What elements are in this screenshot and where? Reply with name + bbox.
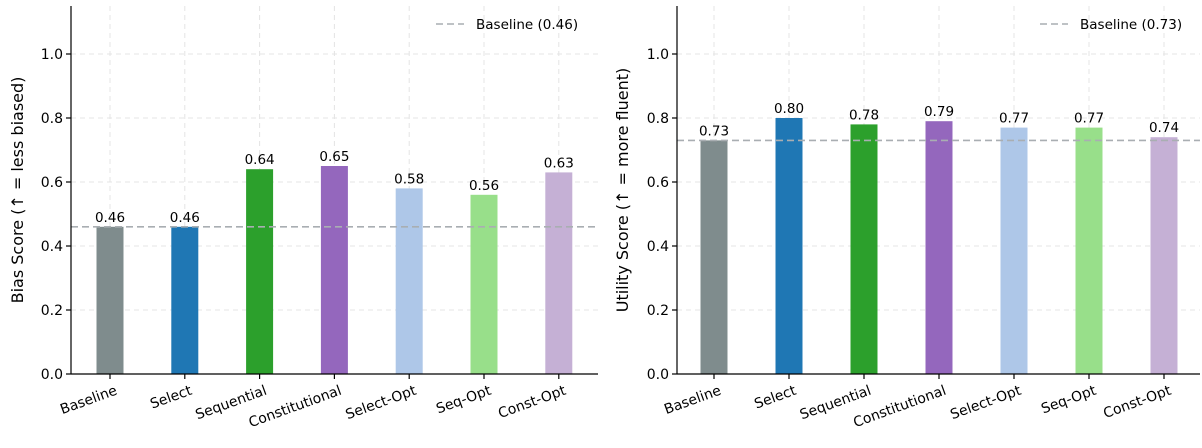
y-tick-label: 1.0	[647, 47, 669, 63]
legend-baseline-label: Baseline (0.73)	[1080, 17, 1182, 33]
x-tick-label: Seq-Opt	[434, 383, 494, 418]
legend-baseline-label: Baseline (0.46)	[476, 17, 578, 33]
bar-baseline	[96, 226, 124, 374]
y-tick-label: 0.0	[647, 367, 669, 383]
bar-baseline	[700, 140, 728, 374]
y-tick-label: 0.6	[41, 175, 63, 191]
bar-select-opt	[395, 188, 423, 374]
y-axis-title: Bias Score (↑ = less biased)	[8, 77, 27, 304]
bar-constitutional	[320, 166, 348, 374]
y-axis-title: Utility Score (↑ = more fluent)	[613, 68, 632, 313]
bar-value-label: 0.77	[1074, 111, 1104, 127]
bar-value-label: 0.46	[95, 210, 125, 226]
y-tick-label: 0.8	[41, 111, 63, 127]
bar-sequential	[246, 169, 274, 374]
bar-value-label: 0.64	[245, 152, 275, 168]
bar-value-label: 0.80	[774, 101, 804, 117]
bar-value-label: 0.79	[924, 104, 954, 120]
bar-value-label: 0.78	[849, 107, 879, 123]
y-tick-label: 0.8	[647, 111, 669, 127]
x-tick-label: Select	[752, 383, 799, 413]
bar-seq-opt	[1075, 127, 1103, 374]
y-tick-label: 0.4	[647, 239, 669, 255]
bar-constitutional	[925, 121, 953, 374]
y-tick-label: 0.4	[41, 239, 63, 255]
bar-value-label: 0.58	[394, 171, 424, 187]
bias-score-chart: 0.46 0.46 0.64 0.65 0.58 0.56 0.63 0.0 0.2 0.4 0.6…	[8, 6, 598, 431]
x-tick-label: Select	[148, 383, 195, 413]
y-tick-label: 0.0	[41, 367, 63, 383]
bar-select-opt	[1000, 127, 1028, 374]
bar-const-opt	[545, 172, 573, 374]
x-tick-label: Baseline	[58, 383, 119, 418]
bar-value-label: 0.77	[999, 111, 1029, 127]
bar-value-label: 0.74	[1149, 120, 1179, 136]
bar-value-label: 0.56	[469, 178, 499, 194]
bar-value-label: 0.65	[319, 149, 349, 165]
bar-const-opt	[1150, 137, 1178, 374]
bar-seq-opt	[470, 194, 498, 374]
x-tick-label: Baseline	[662, 383, 723, 418]
utility-score-chart: 0.73 0.80 0.78 0.79 0.77 0.77 0.74 0.0 0.2 0.4 0.6…	[613, 6, 1200, 431]
y-tick-label: 0.2	[41, 303, 63, 319]
bar-select	[775, 118, 803, 374]
bar-value-label: 0.63	[544, 155, 574, 171]
y-tick-label: 1.0	[41, 47, 63, 63]
x-tick-label: Select-Opt	[948, 383, 1024, 424]
y-tick-label: 0.6	[647, 175, 669, 191]
bar-sequential	[850, 124, 878, 375]
bar-select	[171, 226, 199, 374]
y-tick-label: 0.2	[647, 303, 669, 319]
x-tick-label: Const-Opt	[1101, 383, 1174, 422]
x-tick-label: Const-Opt	[496, 383, 569, 422]
x-tick-label: Seq-Opt	[1039, 383, 1099, 418]
bar-value-label: 0.73	[699, 123, 729, 139]
x-tick-label: Select-Opt	[344, 383, 420, 424]
bar-value-label: 0.46	[170, 210, 200, 226]
